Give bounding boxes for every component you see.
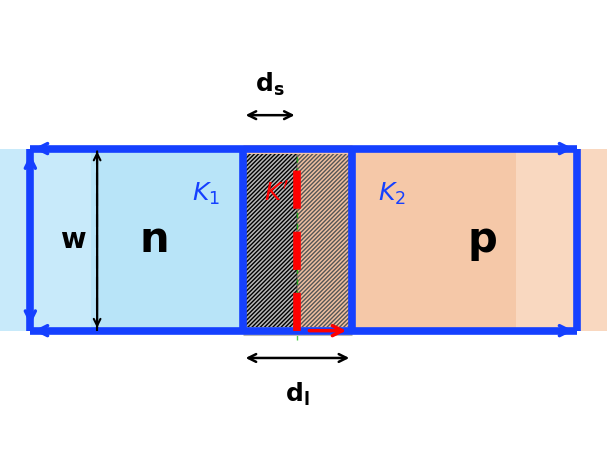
Text: $K_1$: $K_1$ <box>192 181 220 207</box>
Bar <box>297 148 352 331</box>
Text: $K'$: $K'$ <box>264 182 288 206</box>
Bar <box>243 148 297 331</box>
Text: $\mathbf{d_s}$: $\mathbf{d_s}$ <box>256 71 285 98</box>
Text: n: n <box>140 219 169 260</box>
Bar <box>0 148 91 331</box>
Text: $\mathbf{d_l}$: $\mathbf{d_l}$ <box>285 381 310 408</box>
Text: p: p <box>467 219 498 260</box>
Bar <box>243 148 297 331</box>
Bar <box>297 148 352 331</box>
Bar <box>516 148 607 331</box>
Bar <box>0 148 243 331</box>
Bar <box>352 148 607 331</box>
Text: $K_2$: $K_2$ <box>378 181 405 207</box>
Text: w: w <box>60 225 86 254</box>
